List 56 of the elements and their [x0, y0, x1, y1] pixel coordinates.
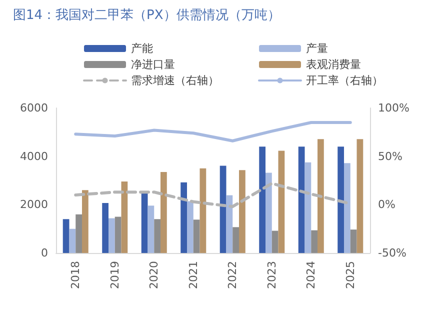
bar — [148, 206, 154, 253]
bar — [239, 170, 246, 253]
bar — [311, 230, 318, 253]
y2-tick-label: 0% — [378, 198, 396, 212]
y2-tick-label: 50% — [378, 150, 402, 163]
legend-label: 净进口量 — [131, 58, 175, 71]
bar — [160, 172, 167, 253]
legend-label: 表观消费量 — [306, 58, 361, 71]
bar — [154, 219, 161, 253]
y2-tick-label: -50% — [378, 246, 406, 260]
x-tick-label: 2019 — [108, 261, 122, 289]
legend-label: 开工率（右轴） — [306, 74, 383, 87]
bar — [278, 150, 285, 253]
x-tick-label: 2023 — [265, 261, 278, 289]
bar — [356, 139, 364, 253]
bar — [265, 172, 272, 253]
bar — [102, 202, 108, 253]
bar — [338, 146, 344, 253]
legend-label: 需求增速（右轴） — [131, 74, 219, 87]
bar — [114, 216, 122, 253]
chart-title: 图14：我国对二甲苯（PX）供需情况（万吨） — [13, 8, 280, 23]
bar — [318, 139, 324, 253]
bar — [62, 219, 70, 253]
x-tick-label: 2022 — [226, 261, 240, 289]
bar — [180, 182, 187, 253]
legend-label: 产能 — [131, 42, 153, 55]
bar — [304, 162, 312, 253]
line-series — [74, 121, 352, 142]
bar — [76, 214, 82, 253]
bar — [69, 228, 76, 253]
bar — [108, 218, 115, 253]
x-tick-label: 2024 — [304, 261, 318, 289]
bar — [226, 195, 233, 253]
legend-label: 产量 — [306, 42, 328, 55]
y-tick-label: 0 — [41, 246, 48, 260]
bar — [298, 146, 305, 253]
bar — [350, 230, 357, 253]
y-tick-label: 4000 — [20, 150, 48, 163]
x-tick-label: 2018 — [69, 261, 82, 289]
y-tick-label: 6000 — [20, 102, 48, 114]
x-tick-label: 2021 — [186, 261, 200, 289]
bar — [186, 201, 194, 253]
bar — [141, 192, 148, 253]
bar — [259, 146, 266, 253]
bar — [193, 220, 200, 253]
x-tick-label: 2025 — [344, 261, 357, 289]
y-tick-label: 2000 — [20, 198, 48, 212]
bar — [344, 163, 350, 253]
bar — [232, 227, 240, 253]
bar — [121, 181, 128, 253]
x-tick-label: 2020 — [148, 261, 161, 289]
bar — [220, 166, 226, 253]
y2-tick-label: 100% — [378, 102, 410, 114]
bar — [200, 168, 206, 253]
bar — [272, 230, 278, 253]
bar — [82, 190, 88, 253]
